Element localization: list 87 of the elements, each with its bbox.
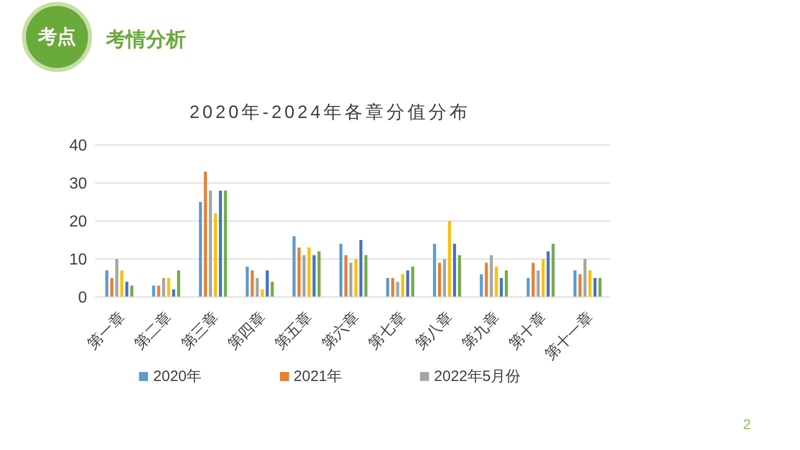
bar	[344, 255, 348, 297]
x-tick-label: 第六章	[318, 308, 362, 353]
x-tick-label: 第二章	[131, 308, 176, 353]
bar	[364, 255, 368, 297]
bar	[490, 255, 493, 297]
bar	[480, 274, 483, 297]
x-tick-label: 第四章	[224, 308, 269, 353]
bar	[250, 270, 254, 297]
bar	[386, 278, 390, 297]
bar	[438, 262, 442, 297]
bar	[167, 278, 170, 297]
x-tick-label: 第三章	[178, 308, 222, 353]
x-tick-label: 第五章	[272, 308, 316, 353]
bar	[246, 266, 249, 297]
chart-title: 2020年-2024年各章分值分布	[188, 101, 472, 124]
bar	[583, 259, 586, 297]
bar	[598, 278, 602, 297]
bar	[359, 240, 362, 297]
bar	[484, 262, 488, 297]
bar	[266, 270, 269, 297]
bar	[162, 278, 166, 297]
y-tick-label: 20	[69, 214, 88, 231]
bar	[214, 213, 217, 297]
bar	[177, 270, 180, 297]
bar	[198, 202, 202, 297]
bar	[152, 286, 156, 297]
bar	[308, 248, 311, 297]
bar	[448, 221, 452, 297]
bar	[494, 266, 498, 297]
bar	[546, 251, 550, 297]
bar	[500, 278, 503, 297]
bar	[105, 270, 108, 297]
bar	[110, 278, 114, 297]
bar	[411, 266, 414, 297]
bar	[218, 190, 222, 297]
x-tick-label: 第八章	[412, 308, 456, 353]
bar	[157, 286, 160, 297]
y-tick-label: 40	[69, 138, 88, 155]
x-tick-label: 第九章	[459, 308, 503, 353]
legend-label: 2021年	[294, 367, 342, 386]
x-tick-label: 第一章	[84, 308, 128, 353]
bar	[130, 286, 134, 297]
bar	[396, 282, 400, 297]
bar	[302, 255, 306, 297]
bar	[504, 270, 508, 297]
bar	[593, 278, 596, 297]
text: 考情分析	[106, 28, 186, 53]
bar	[354, 259, 358, 297]
bar	[532, 262, 535, 297]
bar	[458, 255, 462, 297]
bar	[401, 274, 404, 297]
bar	[125, 282, 128, 297]
bar	[318, 251, 321, 297]
bar	[349, 262, 352, 297]
bar	[208, 190, 212, 297]
legend-label: 2022年5月份	[434, 367, 521, 386]
bar	[292, 236, 296, 297]
text: 考点	[36, 26, 77, 50]
text: 2	[743, 416, 751, 432]
bar	[270, 282, 274, 297]
bar	[453, 244, 456, 297]
bar	[298, 248, 301, 297]
bar	[391, 278, 394, 297]
legend-label: 2020年	[153, 367, 202, 386]
bar	[578, 274, 582, 297]
bar	[339, 244, 342, 297]
y-tick-label: 0	[78, 290, 88, 307]
bar	[588, 270, 592, 297]
bar	[443, 259, 446, 297]
bar	[115, 259, 118, 297]
bar	[526, 278, 530, 297]
bar	[573, 270, 576, 297]
bar	[172, 289, 176, 297]
bar	[256, 278, 259, 297]
bar	[224, 190, 227, 297]
bar	[536, 270, 540, 297]
bar	[312, 255, 316, 297]
x-tick-label: 第七章	[365, 308, 410, 353]
bar	[406, 270, 410, 297]
bar	[542, 259, 545, 297]
y-tick-label: 10	[69, 252, 88, 269]
bar	[204, 172, 207, 297]
bar	[552, 244, 555, 297]
bar	[260, 289, 264, 297]
bar	[120, 270, 124, 297]
bar	[433, 244, 436, 297]
y-tick-label: 30	[69, 176, 88, 193]
